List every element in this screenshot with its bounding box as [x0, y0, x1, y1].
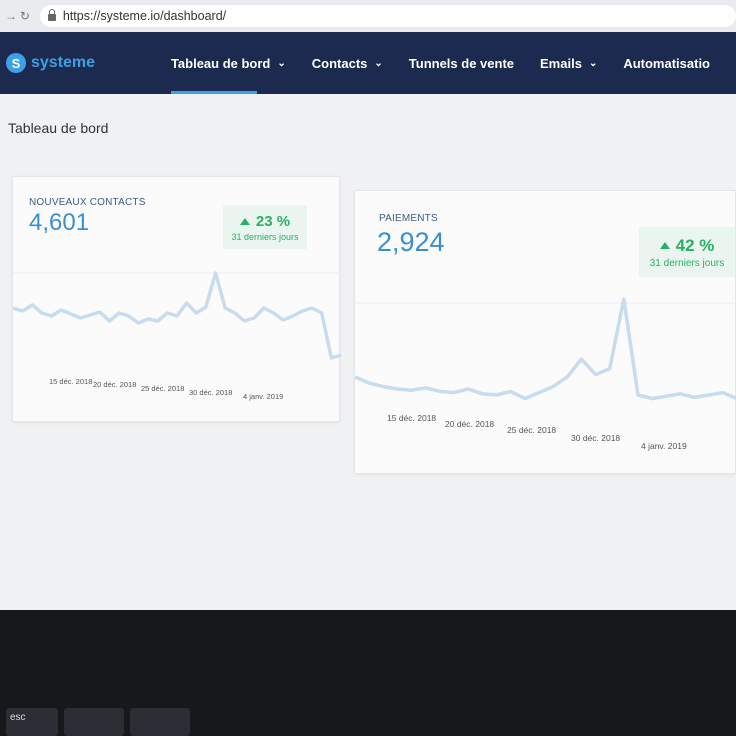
change-badge: 23 % 31 derniers jours — [223, 205, 307, 249]
keyboard-key — [64, 708, 124, 736]
nav-item-emails[interactable]: Emails ⌄ — [540, 32, 597, 94]
reload-icon[interactable]: ↻ — [19, 9, 30, 23]
x-tick-label: 30 déc. 2018 — [571, 433, 621, 443]
url-text: https://systeme.io/dashboard/ — [62, 9, 227, 23]
change-value: 23 % — [255, 212, 291, 230]
chevron-down-icon: ⌄ — [588, 57, 598, 69]
change-value: 42 % — [675, 235, 715, 255]
series-line — [13, 271, 341, 360]
nav-item-label: Automatisatio — [623, 55, 710, 71]
change-period: 31 derniers jours — [231, 231, 299, 242]
arrow-right-icon[interactable]: → — [4, 9, 17, 23]
nav-item-automatisation[interactable]: Automatisatio — [623, 32, 710, 94]
card-label: PAIEMENTS — [379, 213, 438, 224]
arrow-up-icon — [239, 217, 250, 225]
x-tick-label: 15 déc. 2018 — [387, 413, 437, 423]
x-tick-label: 20 déc. 2018 — [93, 380, 137, 389]
x-tick-label: 25 déc. 2018 — [141, 384, 185, 393]
change-badge: 42 % 31 derniers jours — [639, 227, 735, 277]
top-navigation: S systeme Tableau de bord ⌄ Contacts ⌄ T… — [0, 32, 736, 94]
nav-item-label: Tunnels de vente — [408, 55, 515, 71]
contacts-card[interactable]: NOUVEAUX CONTACTS 4,601 23 % 31 derniers… — [12, 176, 341, 422]
nav-item-contacts[interactable]: Contacts ⌄ — [312, 32, 383, 94]
nav-item-label: Tableau de bord — [170, 55, 271, 71]
logo-text: systeme — [31, 54, 96, 71]
systeme-logo-icon: S — [6, 53, 26, 73]
x-tick-label: 4 janv. 2019 — [243, 392, 284, 401]
series-line — [355, 297, 736, 401]
paiements-line-chart — [355, 297, 736, 401]
x-tick-label: 25 déc. 2018 — [507, 425, 557, 435]
x-tick-label: 20 déc. 2018 — [445, 419, 495, 429]
browser-toolbar: → ↻ https://systeme.io/dashboard/ — [0, 0, 736, 32]
keyboard-key: esc — [6, 708, 58, 736]
arrow-up-icon — [659, 242, 670, 249]
nav-item-label: Emails — [540, 55, 582, 71]
nav-item-label: Contacts — [311, 55, 368, 71]
logo[interactable]: S systeme — [6, 53, 157, 73]
address-bar[interactable]: https://systeme.io/dashboard/ — [39, 5, 736, 27]
page-title: Tableau de bord — [8, 120, 109, 136]
nav-item-tableau-de-bord[interactable]: Tableau de bord ⌄ — [170, 32, 286, 94]
x-tick-label: 15 déc. 2018 — [49, 377, 93, 386]
x-tick-label: 4 janv. 2019 — [641, 441, 687, 451]
card-label: NOUVEAUX CONTACTS — [29, 197, 146, 208]
change-period: 31 derniers jours — [649, 257, 725, 269]
card-value: 2,924 — [377, 227, 445, 257]
card-value: 4,601 — [29, 209, 90, 236]
chevron-down-icon: ⌄ — [374, 57, 383, 69]
nav-item-tunnels-de-vente[interactable]: Tunnels de vente — [409, 32, 514, 94]
chevron-down-icon: ⌄ — [277, 57, 286, 69]
lock-icon — [47, 8, 56, 21]
contacts-line-chart — [13, 271, 341, 360]
keyboard-key — [130, 708, 190, 736]
paiements-card[interactable]: PAIEMENTS 2,924 42 % 31 derniers jours 1… — [354, 190, 736, 474]
x-tick-label: 30 déc. 2018 — [189, 388, 233, 397]
